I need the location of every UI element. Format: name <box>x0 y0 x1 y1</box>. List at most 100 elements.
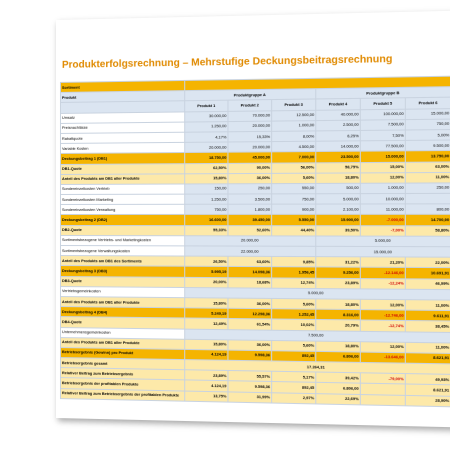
table-cell: 36,00% <box>227 339 272 351</box>
row-label: DB1-Quote <box>60 163 185 175</box>
table-cell: 38,45% <box>405 320 450 332</box>
table-cell: 18.750,00 <box>184 152 228 164</box>
table-cell: 12,00% <box>360 172 406 184</box>
table-cell: 62,50% <box>184 162 228 174</box>
table-row: Sondereinzelkosten Marketing 1.250,00 3.50… <box>60 193 450 205</box>
table-cell: 750,00 <box>405 118 450 130</box>
table-cell: 15.900,00 <box>315 214 361 226</box>
table-cell: 52,60% <box>227 225 272 236</box>
table-cell: 18,80% <box>315 172 361 184</box>
row-label: Sortimentsbezogene Verwaltungskosten <box>60 245 185 257</box>
table-cell: 4.500,00 <box>271 141 316 153</box>
table-cell: 20.000,00 <box>184 235 316 247</box>
table-cell: 5,17% <box>271 371 316 383</box>
table-cell: 5,00% <box>405 129 450 141</box>
table-cell: 2,97% <box>271 392 316 404</box>
table-cell: 46,99% <box>405 278 450 290</box>
table-cell: 2.500,00 <box>315 119 361 131</box>
table-cell: 2.100,00 <box>315 204 361 215</box>
table-cell: 12.500,00 <box>271 109 316 121</box>
table-cell: 6,25% <box>315 130 361 142</box>
table-cell: 15.000,00 <box>360 151 406 163</box>
table-cell <box>405 193 450 205</box>
table-cell: 14.098,36 <box>227 266 272 278</box>
row-label: Sondereinzelkosten Marketing <box>60 194 185 205</box>
row-label: Sortimentsbezogene Vertriebs- und Market… <box>60 235 185 246</box>
table-cell: 5.995,19 <box>184 266 228 278</box>
row-label: Anteil des Produkts am DB1 des Sortiment… <box>60 255 185 267</box>
column-header: Produkt 2 <box>227 99 272 111</box>
table-cell: 550,00 <box>271 183 316 194</box>
table-cell: 39,50% <box>315 225 361 236</box>
table-cell: 61,54% <box>227 318 272 330</box>
table-cell: 4.124,19 <box>184 349 228 361</box>
table-cell: 1.250,00 <box>184 121 228 133</box>
table-cell: 1.956,45 <box>271 267 316 278</box>
table-cell: 9.256,00 <box>315 267 361 279</box>
column-header: Produkt 4 <box>315 98 361 110</box>
table-cell: -7.000,00 <box>360 214 406 226</box>
table-cell: 5.249,19 <box>184 307 228 319</box>
table-cell: 90,00% <box>227 162 272 174</box>
table-cell: 28,90% <box>405 395 450 407</box>
table-cell: 7.000,00 <box>271 151 316 163</box>
table-cell: 12.298,36 <box>227 308 272 320</box>
table-cell: -79,00% <box>360 373 406 385</box>
table-cell: 5,60% <box>271 340 316 352</box>
table-cell: 22,69% <box>315 393 361 405</box>
table-cell: 800,00 <box>405 204 450 215</box>
table-cell: 15.000,00 <box>405 108 450 120</box>
table-cell: 892,45 <box>271 350 316 362</box>
table-cell: 23,89% <box>315 277 361 289</box>
table-cell: 5,60% <box>271 172 316 184</box>
table-cell: 11,00% <box>405 172 450 183</box>
table-cell <box>360 394 406 406</box>
table-cell: 250,00 <box>405 182 450 194</box>
table-cell: 36,00% <box>227 297 272 309</box>
table-cell: 13,75% <box>184 390 228 402</box>
table-cell: 39,42% <box>315 372 361 384</box>
table-cell: 900,00 <box>271 204 316 215</box>
table-cell: 8,00% <box>271 130 316 142</box>
table-cell: 55,57% <box>227 370 272 382</box>
row-label: Sondereinzelkosten Verwaltung <box>60 204 185 215</box>
table-cell: 12,74% <box>271 277 316 289</box>
table-cell: 15,80% <box>184 297 228 309</box>
table-cell: 7,50% <box>360 129 406 141</box>
table-cell: 9.611,91 <box>405 310 450 322</box>
table-cell: 5,60% <box>271 298 316 310</box>
row-label: Sondereinzelkosten Vertrieb <box>60 183 185 195</box>
table-cell: 15,33% <box>227 131 272 143</box>
table-cell: -7,00% <box>360 225 406 236</box>
table-cell: 16.600,00 <box>184 214 228 226</box>
table-cell: 77.500,00 <box>360 140 406 152</box>
table-cell: 22,00% <box>405 257 450 269</box>
table-cell: 26,50% <box>184 256 228 267</box>
table-cell: 750,00 <box>271 193 316 205</box>
table-cell: 250,00 <box>227 183 272 195</box>
table-cell: 1.250,00 <box>184 194 228 205</box>
table-cell: 15,80% <box>184 338 228 350</box>
row-label: Relativer Beitrag zum Betriebsergebnis d… <box>60 388 185 402</box>
table-cell: 70.000,00 <box>227 110 272 122</box>
table-cell: 1.000,00 <box>271 120 316 132</box>
table-cell: 58,80% <box>405 225 450 237</box>
table-cell: 20.000,00 <box>227 120 272 132</box>
table-cell: 40.000,00 <box>315 109 361 121</box>
table-cell: 31,22% <box>315 256 361 268</box>
table-cell: 56,00% <box>271 162 316 174</box>
table-cell: 18,80% <box>315 340 361 352</box>
table-cell: 100.000,00 <box>360 108 406 120</box>
table-cell: 39.450,00 <box>227 214 272 226</box>
table-cell: 20.000,00 <box>184 142 228 153</box>
table-cell: 63,60% <box>227 256 272 268</box>
document: Produkterfolgsrechnung – Mehrstufige Dec… <box>56 10 450 428</box>
column-header: Produkt 5 <box>360 98 406 110</box>
table-cell: 36,00% <box>227 173 272 184</box>
table-cell: 44,40% <box>271 225 316 236</box>
table-cell: -12.746,00 <box>360 309 406 321</box>
table-cell: 20.000,00 <box>227 141 272 153</box>
table-cell: 11.000,00 <box>360 204 406 215</box>
table-cell: 5.550,00 <box>271 214 316 226</box>
